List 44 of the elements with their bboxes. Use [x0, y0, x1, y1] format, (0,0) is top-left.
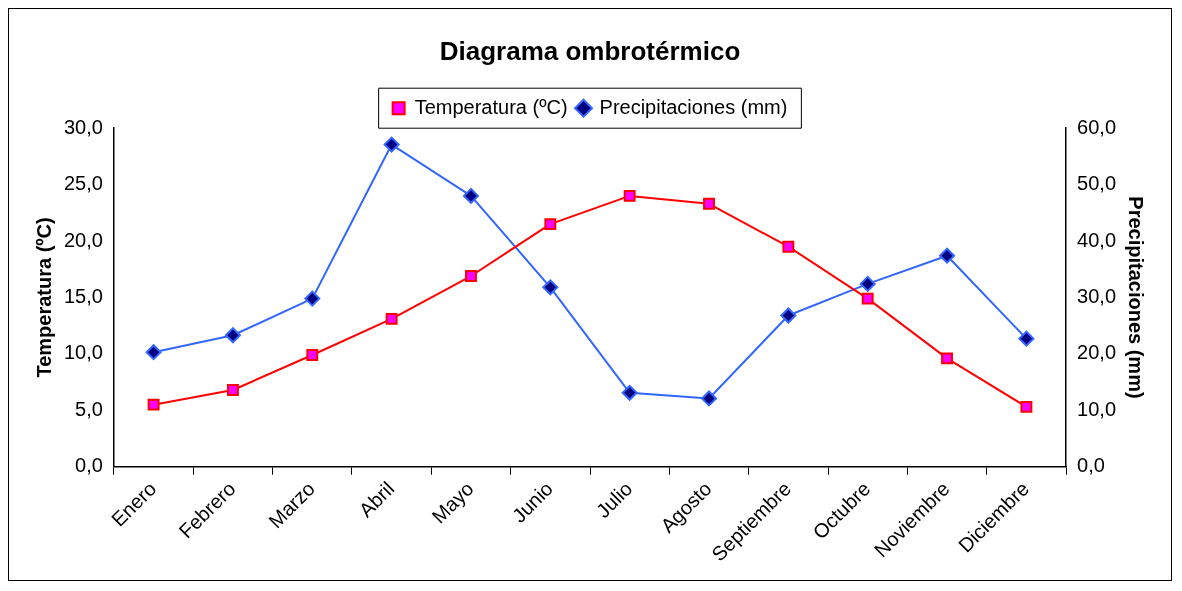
- y2-tick-label: 30,0: [1077, 284, 1117, 307]
- point: [1020, 400, 1033, 413]
- legend-label: Precipitaciones (mm): [599, 95, 788, 118]
- point: [385, 312, 398, 325]
- point: [227, 384, 239, 396]
- legend-label: Temperatura (ºC): [414, 95, 568, 118]
- y2-tick-label: 60,0: [1077, 115, 1117, 138]
- point: [465, 270, 477, 282]
- y-tick-label: 5,0: [75, 397, 103, 420]
- point: [383, 136, 400, 153]
- point: [306, 349, 319, 361]
- y2-tick-label: 10,0: [1077, 397, 1117, 420]
- chart-title: Diagrama ombrotérmico: [439, 35, 741, 66]
- point: [1018, 330, 1035, 347]
- y-tick-label: 10,0: [63, 341, 103, 364]
- point: [939, 247, 956, 264]
- y2-tick-label: 20,0: [1077, 341, 1117, 364]
- point: [147, 398, 160, 411]
- y2-tick-label: 50,0: [1077, 172, 1117, 195]
- point: [544, 218, 557, 231]
- point: [462, 187, 479, 204]
- point: [304, 290, 321, 307]
- point: [701, 390, 718, 407]
- point: [542, 279, 559, 296]
- point: [703, 197, 715, 210]
- x-tick-label: Julio: [591, 477, 637, 523]
- y2-axis-title: Precipitaciones (mm): [1125, 196, 1148, 399]
- point: [623, 189, 636, 202]
- y-tick-label: 25,0: [63, 172, 103, 195]
- y-tick-label: 30,0: [63, 115, 103, 138]
- point: [861, 292, 874, 305]
- point: [224, 327, 241, 344]
- point: [145, 344, 162, 361]
- y-tick-label: 0,0: [75, 454, 103, 477]
- point: [621, 384, 638, 401]
- y2-tick-label: 0,0: [1077, 454, 1105, 477]
- point: [859, 275, 876, 292]
- y2-tick-label: 40,0: [1077, 228, 1117, 251]
- y-tick-label: 20,0: [63, 228, 103, 251]
- y-axis-title: Temperatura (ºC): [32, 217, 55, 378]
- point: [941, 352, 954, 365]
- y-tick-label: 15,0: [63, 284, 103, 307]
- point: [780, 307, 797, 324]
- point: [782, 240, 795, 253]
